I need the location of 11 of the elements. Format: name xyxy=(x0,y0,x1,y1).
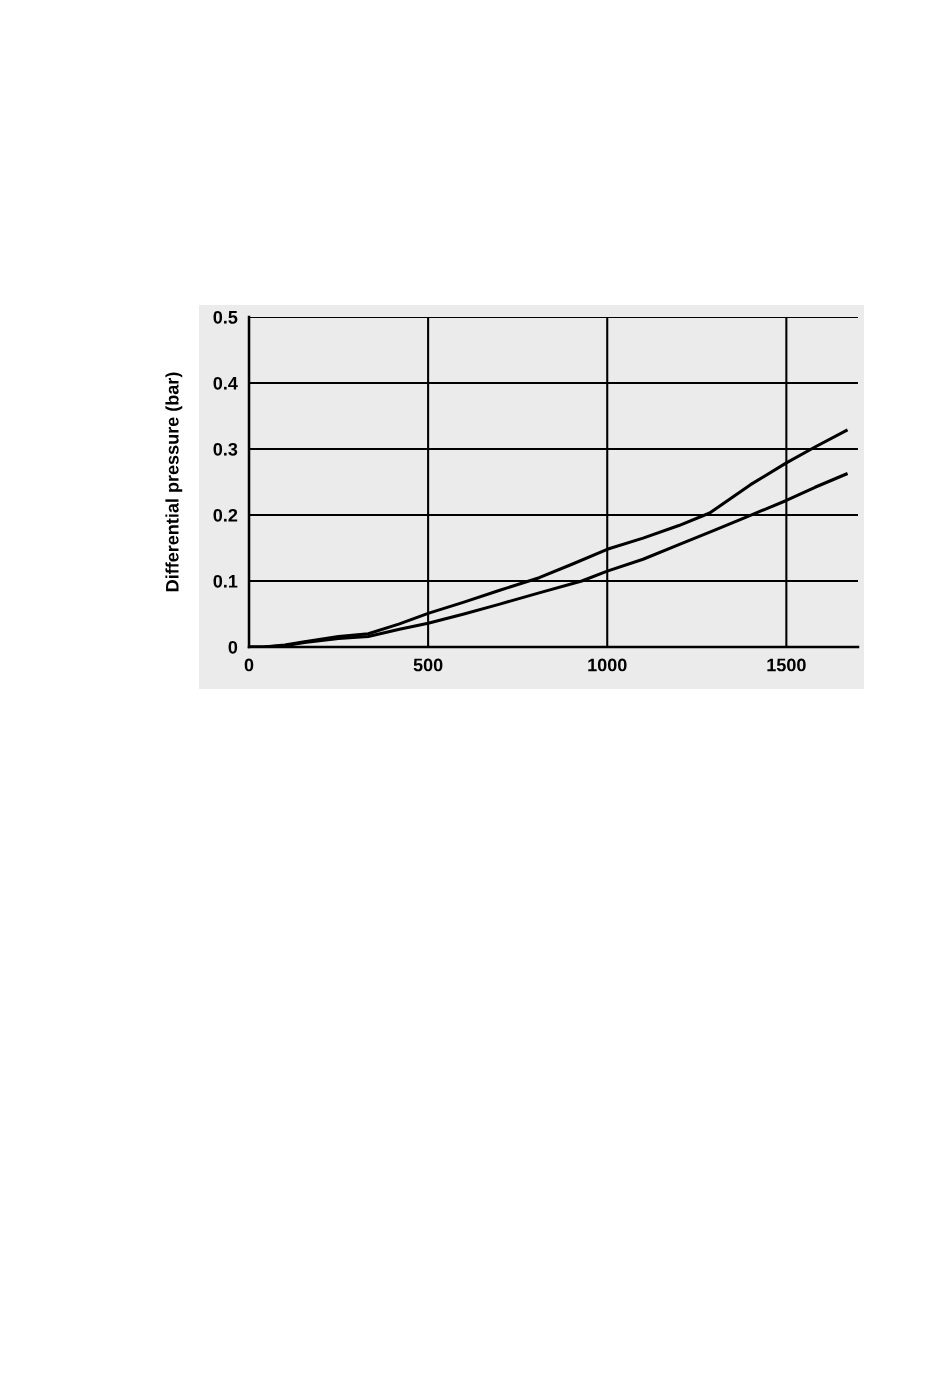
y-tick-label: 0.4 xyxy=(213,376,238,390)
y-tick-label: 0.5 xyxy=(213,310,238,324)
x-tick-label: 0 xyxy=(244,658,254,672)
x-tick-label: 500 xyxy=(413,658,443,672)
x-tick-label: 1000 xyxy=(588,658,627,672)
y-tick-label: 0.3 xyxy=(213,442,238,456)
y-tick-label: 0 xyxy=(228,640,238,654)
x-tick-label: 1500 xyxy=(767,658,806,672)
y-tick-label: 0.1 xyxy=(213,574,238,588)
y-axis-title: Differential pressure (bar) xyxy=(165,372,183,592)
y-tick-label: 0.2 xyxy=(213,508,238,522)
